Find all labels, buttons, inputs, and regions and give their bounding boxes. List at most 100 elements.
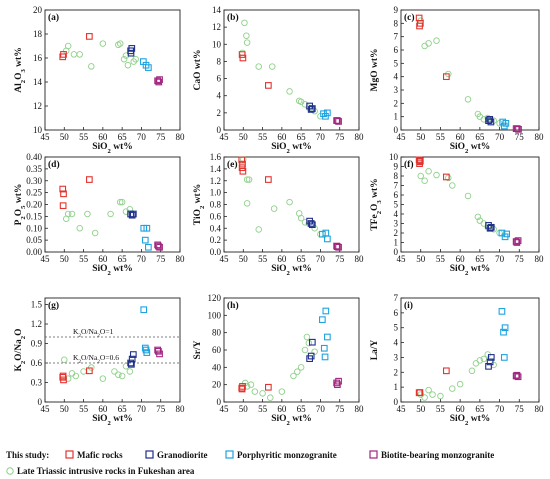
panel-a-point-fukeshan xyxy=(76,51,83,58)
panel-h-point-fukeshan xyxy=(267,394,274,401)
panel-d-xtick-label: 70 xyxy=(137,254,147,264)
panel-a-point-fukeshan xyxy=(70,51,78,58)
panel-a-point-fukeshan xyxy=(116,40,124,47)
panel-f-point-mafic xyxy=(416,157,424,165)
panel-i-point-porphyritic xyxy=(500,328,507,336)
panel-g-ytick-label: 0.9 xyxy=(31,339,43,349)
panel-f-point-fukeshan xyxy=(433,171,440,179)
panel-d-point-fukeshan xyxy=(84,210,91,218)
panel-f-ytick-label: 8 xyxy=(394,171,399,181)
panel-d-point-fukeshan xyxy=(68,210,76,218)
panel-e-xtick-label: 60 xyxy=(277,254,287,264)
panel-e-point-fukeshan xyxy=(243,176,251,183)
panel-d-xtick-label: 80 xyxy=(176,254,186,264)
panel-i-point-fukeshan xyxy=(468,367,476,375)
panel-e-point-fukeshan xyxy=(243,200,251,207)
panel-i-point-fukeshan xyxy=(429,391,436,398)
panel-a-xtick-label: 60 xyxy=(98,132,108,142)
panel-g-letter: (g) xyxy=(48,300,59,311)
panel-e-xtick-label: 70 xyxy=(316,254,326,264)
panel-g-xtick-label: 55 xyxy=(79,404,89,414)
panel-h-point-fukeshan xyxy=(303,333,311,341)
panel-e-xtick-label: 80 xyxy=(355,254,365,264)
panel-f-xtick-label: 50 xyxy=(416,254,426,264)
panel-a-xtick-label: 45 xyxy=(41,132,51,142)
panel-b-point-fukeshan xyxy=(255,63,262,70)
panel-d-point-granodiorite xyxy=(129,210,137,218)
panel-i-letter: (i) xyxy=(404,300,413,311)
panel-h-point-granodiorite xyxy=(308,338,316,346)
panel-f-xtick-label: 70 xyxy=(495,254,505,264)
panel-h-point-mafic xyxy=(238,385,246,393)
panel-h-point-granodiorite xyxy=(307,352,315,360)
panel-g-xtick-label: 45 xyxy=(41,404,51,414)
panel-i-point-fukeshan xyxy=(480,355,488,363)
panel-h-xtick-label: 65 xyxy=(297,404,307,414)
panel-f-point-granodiorite xyxy=(487,223,495,231)
panel-b-point-granodiorite xyxy=(308,105,316,112)
panel-a-point-fukeshan xyxy=(124,61,132,69)
panel-f-point-biotite xyxy=(512,238,520,245)
panel-a-point-mafic xyxy=(86,33,93,40)
panel-e-point-mafic xyxy=(265,176,272,183)
panel-e-xtick-label: 55 xyxy=(258,254,268,264)
panel-e-point-mafic xyxy=(239,167,247,175)
panel-c-ytick-label: 4 xyxy=(394,72,399,82)
panel-e-ytick-label: 1.0 xyxy=(210,188,222,198)
panel-b-xtick-label: 55 xyxy=(258,132,268,142)
panel-d-point-fukeshan xyxy=(107,210,114,218)
panel-f-point-fukeshan xyxy=(445,174,452,182)
legend-label-biotite: Biotite-bearing monzogranite xyxy=(381,450,494,460)
panel-g-reference-label: K2O/Na2O=0.6 xyxy=(73,353,119,365)
panel-b-xtick-label: 60 xyxy=(277,132,287,142)
panel-a-point-fukeshan xyxy=(88,63,95,70)
panel-c-xlabel: SiO2 wt% xyxy=(450,142,491,155)
panel-e-point-biotite xyxy=(335,243,342,251)
panel-a-ytick-label: 10 xyxy=(33,125,43,135)
panel-i-ytick-label: 2 xyxy=(394,367,399,377)
panel-f-ytick-label: 10 xyxy=(389,152,399,162)
panel-i-point-porphyritic xyxy=(498,308,506,315)
panel-b-ytick-label: 2 xyxy=(217,108,222,118)
panel-b-point-fukeshan xyxy=(301,101,309,108)
panel-i-point-fukeshan xyxy=(472,360,480,367)
panel-c-xtick-label: 60 xyxy=(456,132,466,142)
panel-a-xtick-label: 65 xyxy=(118,132,128,142)
panel-f-point-fukeshan xyxy=(425,167,432,175)
panel-g-point-fukeshan xyxy=(80,368,87,375)
panel-a-point-fukeshan xyxy=(120,55,128,63)
panel-h-point-porphyritic xyxy=(324,333,331,341)
panel-e-ytick-label: 0.6 xyxy=(210,211,222,221)
panel-h-xtick-label: 75 xyxy=(335,404,345,414)
panel-e-ytick-label: 0.0 xyxy=(210,247,222,257)
panel-a-frame xyxy=(44,9,181,131)
panel-i-ytick-label: 6 xyxy=(394,308,399,318)
legend-marker-biotite xyxy=(369,450,378,459)
panel-d-ytick-label: 0.05 xyxy=(26,235,42,245)
panel-a-xtick-label: 75 xyxy=(156,132,166,142)
panel-i-xlabel: SiO2 wt% xyxy=(450,414,491,427)
panel-h-xlabel: SiO2 wt% xyxy=(271,414,312,427)
panel-d-point-biotite xyxy=(155,242,162,250)
panel-c-xtick-label: 45 xyxy=(397,132,407,142)
panel-b-point-porphyritic xyxy=(324,109,331,117)
panel-f-xtick-label: 80 xyxy=(535,254,545,264)
panel-a-ytick-label: 18 xyxy=(33,29,43,39)
panel-d-ylabel: P2O5 wt% xyxy=(14,184,27,226)
panel-a: 45 50 55 60 65 70 75 80 10 12 14 16 18 20 SiO2 wt% Al2O… xyxy=(14,5,185,155)
panel-d-point-fukeshan xyxy=(76,224,83,232)
panel-g-xlabel: SiO2 wt% xyxy=(92,414,133,427)
legend-marker-fukeshan xyxy=(6,467,14,475)
panel-d-xtick-label: 45 xyxy=(41,254,51,264)
panel-f-ytick-label: 2 xyxy=(394,228,399,238)
panel-a-xtick-label: 55 xyxy=(79,132,89,142)
panel-c-ytick-label: 6 xyxy=(394,45,399,55)
panel-h-ytick-label: 40 xyxy=(212,362,222,372)
panel-h-point-porphyritic xyxy=(320,344,328,352)
panel-c-point-fukeshan xyxy=(433,37,440,44)
panel-e-point-mafic xyxy=(239,160,246,168)
panel-b-point-biotite xyxy=(335,118,342,125)
panel-f-point-fukeshan xyxy=(464,192,472,200)
